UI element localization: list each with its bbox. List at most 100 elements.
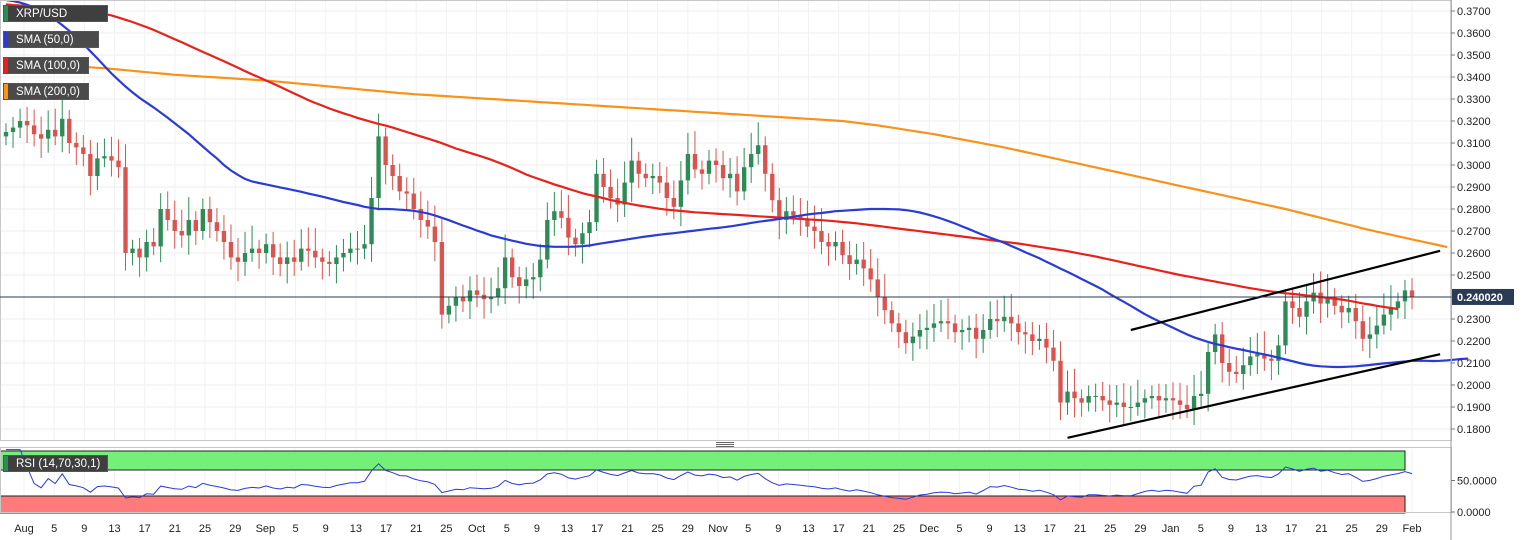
x-tick-label: Jan <box>1162 523 1180 535</box>
candle-body <box>1170 398 1176 401</box>
y-tick-label: 0.2600 <box>1457 248 1491 260</box>
candle-body <box>988 319 993 330</box>
candle-body <box>221 231 227 242</box>
candle-body <box>1290 301 1295 308</box>
sma50-label[interactable]: SMA (50,0) <box>3 31 99 48</box>
sma100-label[interactable]: SMA (100,0) <box>3 57 89 74</box>
sma200-color-swatch <box>4 84 8 99</box>
pane-resize-handle[interactable] <box>716 441 734 447</box>
candle-body <box>524 279 529 286</box>
candle-body <box>320 257 325 262</box>
rsi-tick-label: 0.0000 <box>1457 507 1491 519</box>
candle-body <box>1044 338 1049 348</box>
candle-body <box>1072 391 1077 399</box>
x-tick-label: 13 <box>561 523 573 535</box>
x-tick-label: 9 <box>1228 523 1234 535</box>
candle-body <box>453 297 459 306</box>
rsi-axis: 50.0000 0.0000 <box>1451 476 1497 519</box>
candle-body <box>657 176 662 183</box>
x-tick-label: 9 <box>987 523 993 535</box>
x-tick-label: 29 <box>1134 523 1146 535</box>
candle-body <box>313 250 318 258</box>
candle-body <box>31 125 37 135</box>
y-tick-label: 0.2500 <box>1457 270 1491 282</box>
x-tick-label: 25 <box>199 523 211 535</box>
sma50-line <box>5 0 1469 369</box>
sma200-label[interactable]: SMA (200,0) <box>3 83 89 100</box>
x-tick-label: 17 <box>380 523 392 535</box>
candle-body <box>1149 396 1155 399</box>
candle-body <box>369 198 374 245</box>
x-tick-label: 21 <box>863 523 875 535</box>
y-tick-label: 0.3100 <box>1457 138 1491 150</box>
candle-body <box>355 248 360 250</box>
candle-body <box>1093 396 1098 397</box>
candle-body <box>882 297 887 311</box>
candle-body <box>1374 325 1380 335</box>
candle-body <box>1325 297 1330 304</box>
candle-body <box>488 297 494 300</box>
candle-body <box>1016 323 1021 333</box>
symbol-label[interactable]: XRP/USD <box>3 5 108 22</box>
x-tick-label: 13 <box>108 523 120 535</box>
candle-body <box>749 154 754 168</box>
candle-body <box>1051 347 1056 361</box>
candle-body <box>1142 398 1148 403</box>
candle-body <box>446 305 452 315</box>
candle-body <box>938 321 944 324</box>
rsi-color-swatch <box>4 456 8 471</box>
x-tick-label: 21 <box>410 523 422 535</box>
candle-body <box>1304 301 1309 317</box>
x-tick-label: 5 <box>745 523 751 535</box>
candle-body <box>263 244 269 253</box>
symbol-label-text: XRP/USD <box>16 8 68 20</box>
rsi-label-text: RSI (14,70,30,1) <box>16 458 101 470</box>
candle-body <box>1227 363 1232 372</box>
candle-body <box>995 319 1000 322</box>
candle-body <box>692 154 698 170</box>
candle-body <box>805 220 810 227</box>
candle-body <box>172 220 177 231</box>
candle-body <box>587 222 592 234</box>
rsi-label[interactable]: RSI (14,70,30,1) <box>3 455 108 472</box>
candle-body <box>376 136 381 198</box>
candle-body <box>509 257 515 278</box>
x-tick-label: 5 <box>1198 523 1204 535</box>
candle-body <box>861 259 866 269</box>
price-pane-frame <box>0 0 1452 441</box>
x-tick-label: Sep <box>256 523 276 535</box>
x-tick-label: 17 <box>1285 523 1297 535</box>
candle-body <box>10 127 16 132</box>
candle-body <box>1381 314 1387 326</box>
rsi-line <box>6 449 1413 501</box>
candle-body <box>875 279 880 297</box>
candle-body <box>1353 308 1358 322</box>
y-tick-label: 0.3500 <box>1457 50 1491 62</box>
x-tick-label: 25 <box>893 523 905 535</box>
candle-body <box>362 244 367 249</box>
candle-body <box>868 268 873 280</box>
candle-body <box>249 248 255 253</box>
rsi-overbought-zone <box>0 450 1406 471</box>
x-tick-label: 13 <box>350 523 362 535</box>
x-tick-label: 9 <box>81 523 87 535</box>
candle-body <box>608 187 613 198</box>
candle-body <box>636 160 641 174</box>
x-tick-label: 5 <box>956 523 962 535</box>
candle-body <box>1339 305 1344 313</box>
candle-body <box>88 154 93 176</box>
candle-body <box>151 242 156 247</box>
candle-body <box>559 211 564 218</box>
candle-body <box>418 209 423 220</box>
candle-body <box>847 255 852 264</box>
y-tick-label: 0.2900 <box>1457 182 1491 194</box>
x-tick-label: 29 <box>682 523 694 535</box>
sma100-line <box>5 3 1399 311</box>
candle-body <box>791 211 796 216</box>
candle-body <box>1135 402 1141 407</box>
x-tick-label: 17 <box>139 523 151 535</box>
time-axis: Aug 5 9 13 17 21 25 29 Sep 5 9 13 17 21 25 Oct 5 9 13 17 21 2… <box>14 523 1421 535</box>
rsi-zones <box>0 450 1406 514</box>
current-price-label: 0.240020 <box>1457 292 1503 304</box>
